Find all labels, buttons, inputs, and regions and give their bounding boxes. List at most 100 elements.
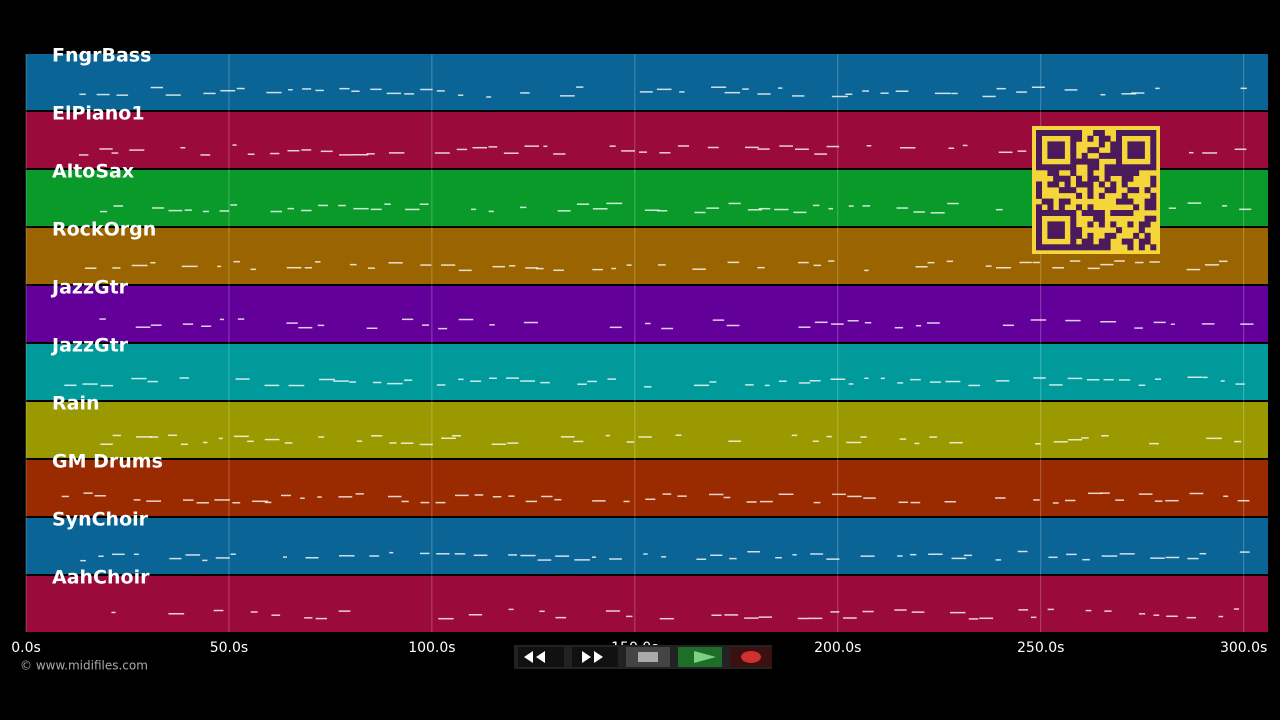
qr-cell [1087, 158, 1094, 165]
qr-cell [1098, 215, 1105, 222]
qr-cell [1036, 232, 1043, 239]
qr-cell [1076, 232, 1083, 239]
qr-cell [1081, 181, 1088, 188]
qr-cell [1110, 152, 1117, 159]
qr-cell [1064, 181, 1071, 188]
qr-cell [1116, 147, 1123, 154]
qr-cell [1133, 130, 1140, 137]
qr-cell [1133, 204, 1140, 211]
x-tick-label: 250.0s [1017, 640, 1064, 656]
track-lane [26, 576, 1268, 632]
qr-cell [1110, 221, 1117, 228]
rewind-icon [524, 651, 545, 663]
qr-cell [1047, 141, 1054, 148]
qr-cell [1138, 221, 1145, 228]
qr-cell [1127, 221, 1134, 228]
qr-cell [1150, 152, 1157, 159]
qr-cell [1053, 152, 1060, 159]
qr-cell [1036, 204, 1043, 211]
qr-cell [1116, 141, 1123, 148]
qr-cell [1076, 175, 1083, 182]
qr-cell [1036, 181, 1043, 188]
qr-cell [1070, 130, 1077, 137]
qr-cell [1036, 130, 1043, 137]
rewind-button[interactable] [518, 647, 564, 667]
qr-cell [1047, 227, 1054, 234]
grid [25, 54, 1245, 632]
qr-cell [1127, 198, 1134, 205]
qr-cell [1093, 158, 1100, 165]
qr-cell [1150, 244, 1157, 251]
qr-cell [1047, 198, 1054, 205]
qr-cell [1058, 204, 1065, 211]
qr-cell [1053, 130, 1060, 137]
qr-cell [1047, 152, 1054, 159]
qr-cell [1087, 164, 1094, 171]
qr-cell [1036, 187, 1043, 194]
qr-cell [1098, 152, 1105, 159]
qr-cell [1127, 175, 1134, 182]
qr-cell [1150, 141, 1157, 148]
qr-cell [1041, 210, 1048, 217]
qr-cell [1053, 141, 1060, 148]
qr-cell [1121, 192, 1128, 199]
stop-button[interactable] [626, 647, 670, 667]
qr-cell [1133, 187, 1140, 194]
qr-cell [1041, 198, 1048, 205]
qr-cell [1098, 244, 1105, 251]
qr-cell [1093, 215, 1100, 222]
record-button[interactable] [730, 647, 772, 667]
qr-cell [1116, 158, 1123, 165]
qr-cell [1093, 175, 1100, 182]
qr-cell [1121, 164, 1128, 171]
qr-cell [1047, 204, 1054, 211]
qr-cell [1064, 210, 1071, 217]
qr-cell [1104, 170, 1111, 177]
qr-cell [1087, 210, 1094, 217]
qr-cell [1104, 187, 1111, 194]
qr-cell [1110, 232, 1117, 239]
qr-cell [1053, 181, 1060, 188]
x-tick-label: 200.0s [814, 640, 861, 656]
qr-cell [1150, 204, 1157, 211]
qr-cell [1036, 192, 1043, 199]
qr-cell [1087, 232, 1094, 239]
qr-cell [1047, 221, 1054, 228]
qr-cell [1144, 221, 1151, 228]
qr-cell [1093, 244, 1100, 251]
qr-cell [1058, 198, 1065, 205]
track-lane [26, 460, 1268, 516]
play-icon [694, 651, 716, 663]
qr-cell [1144, 215, 1151, 222]
qr-cell [1138, 227, 1145, 234]
qr-cell [1041, 244, 1048, 251]
qr-cell [1121, 130, 1128, 137]
qr-cell [1121, 198, 1128, 205]
qr-cell [1076, 181, 1083, 188]
qr-cell [1104, 238, 1111, 245]
qr-cell [1116, 210, 1123, 217]
qr-cell [1116, 152, 1123, 159]
qr-cell [1058, 152, 1065, 159]
qr-cell [1036, 152, 1043, 159]
forward-button[interactable] [572, 647, 618, 667]
track-lane [26, 518, 1268, 574]
qr-cell [1036, 141, 1043, 148]
qr-cell [1036, 164, 1043, 171]
qr-cell [1098, 141, 1105, 148]
qr-cell [1058, 232, 1065, 239]
qr-cell [1070, 170, 1077, 177]
qr-cell [1076, 130, 1083, 137]
qr-cell [1087, 170, 1094, 177]
x-tick-label: 50.0s [210, 640, 248, 656]
qr-cell [1070, 141, 1077, 148]
qr-cell [1047, 232, 1054, 239]
qr-cell [1121, 175, 1128, 182]
qr-cell [1104, 175, 1111, 182]
qr-cell [1064, 175, 1071, 182]
qr-cell [1110, 187, 1117, 194]
qr-cell [1110, 181, 1117, 188]
play-button[interactable] [678, 647, 722, 667]
qr-cell [1076, 135, 1083, 142]
qr-cell [1110, 141, 1117, 148]
